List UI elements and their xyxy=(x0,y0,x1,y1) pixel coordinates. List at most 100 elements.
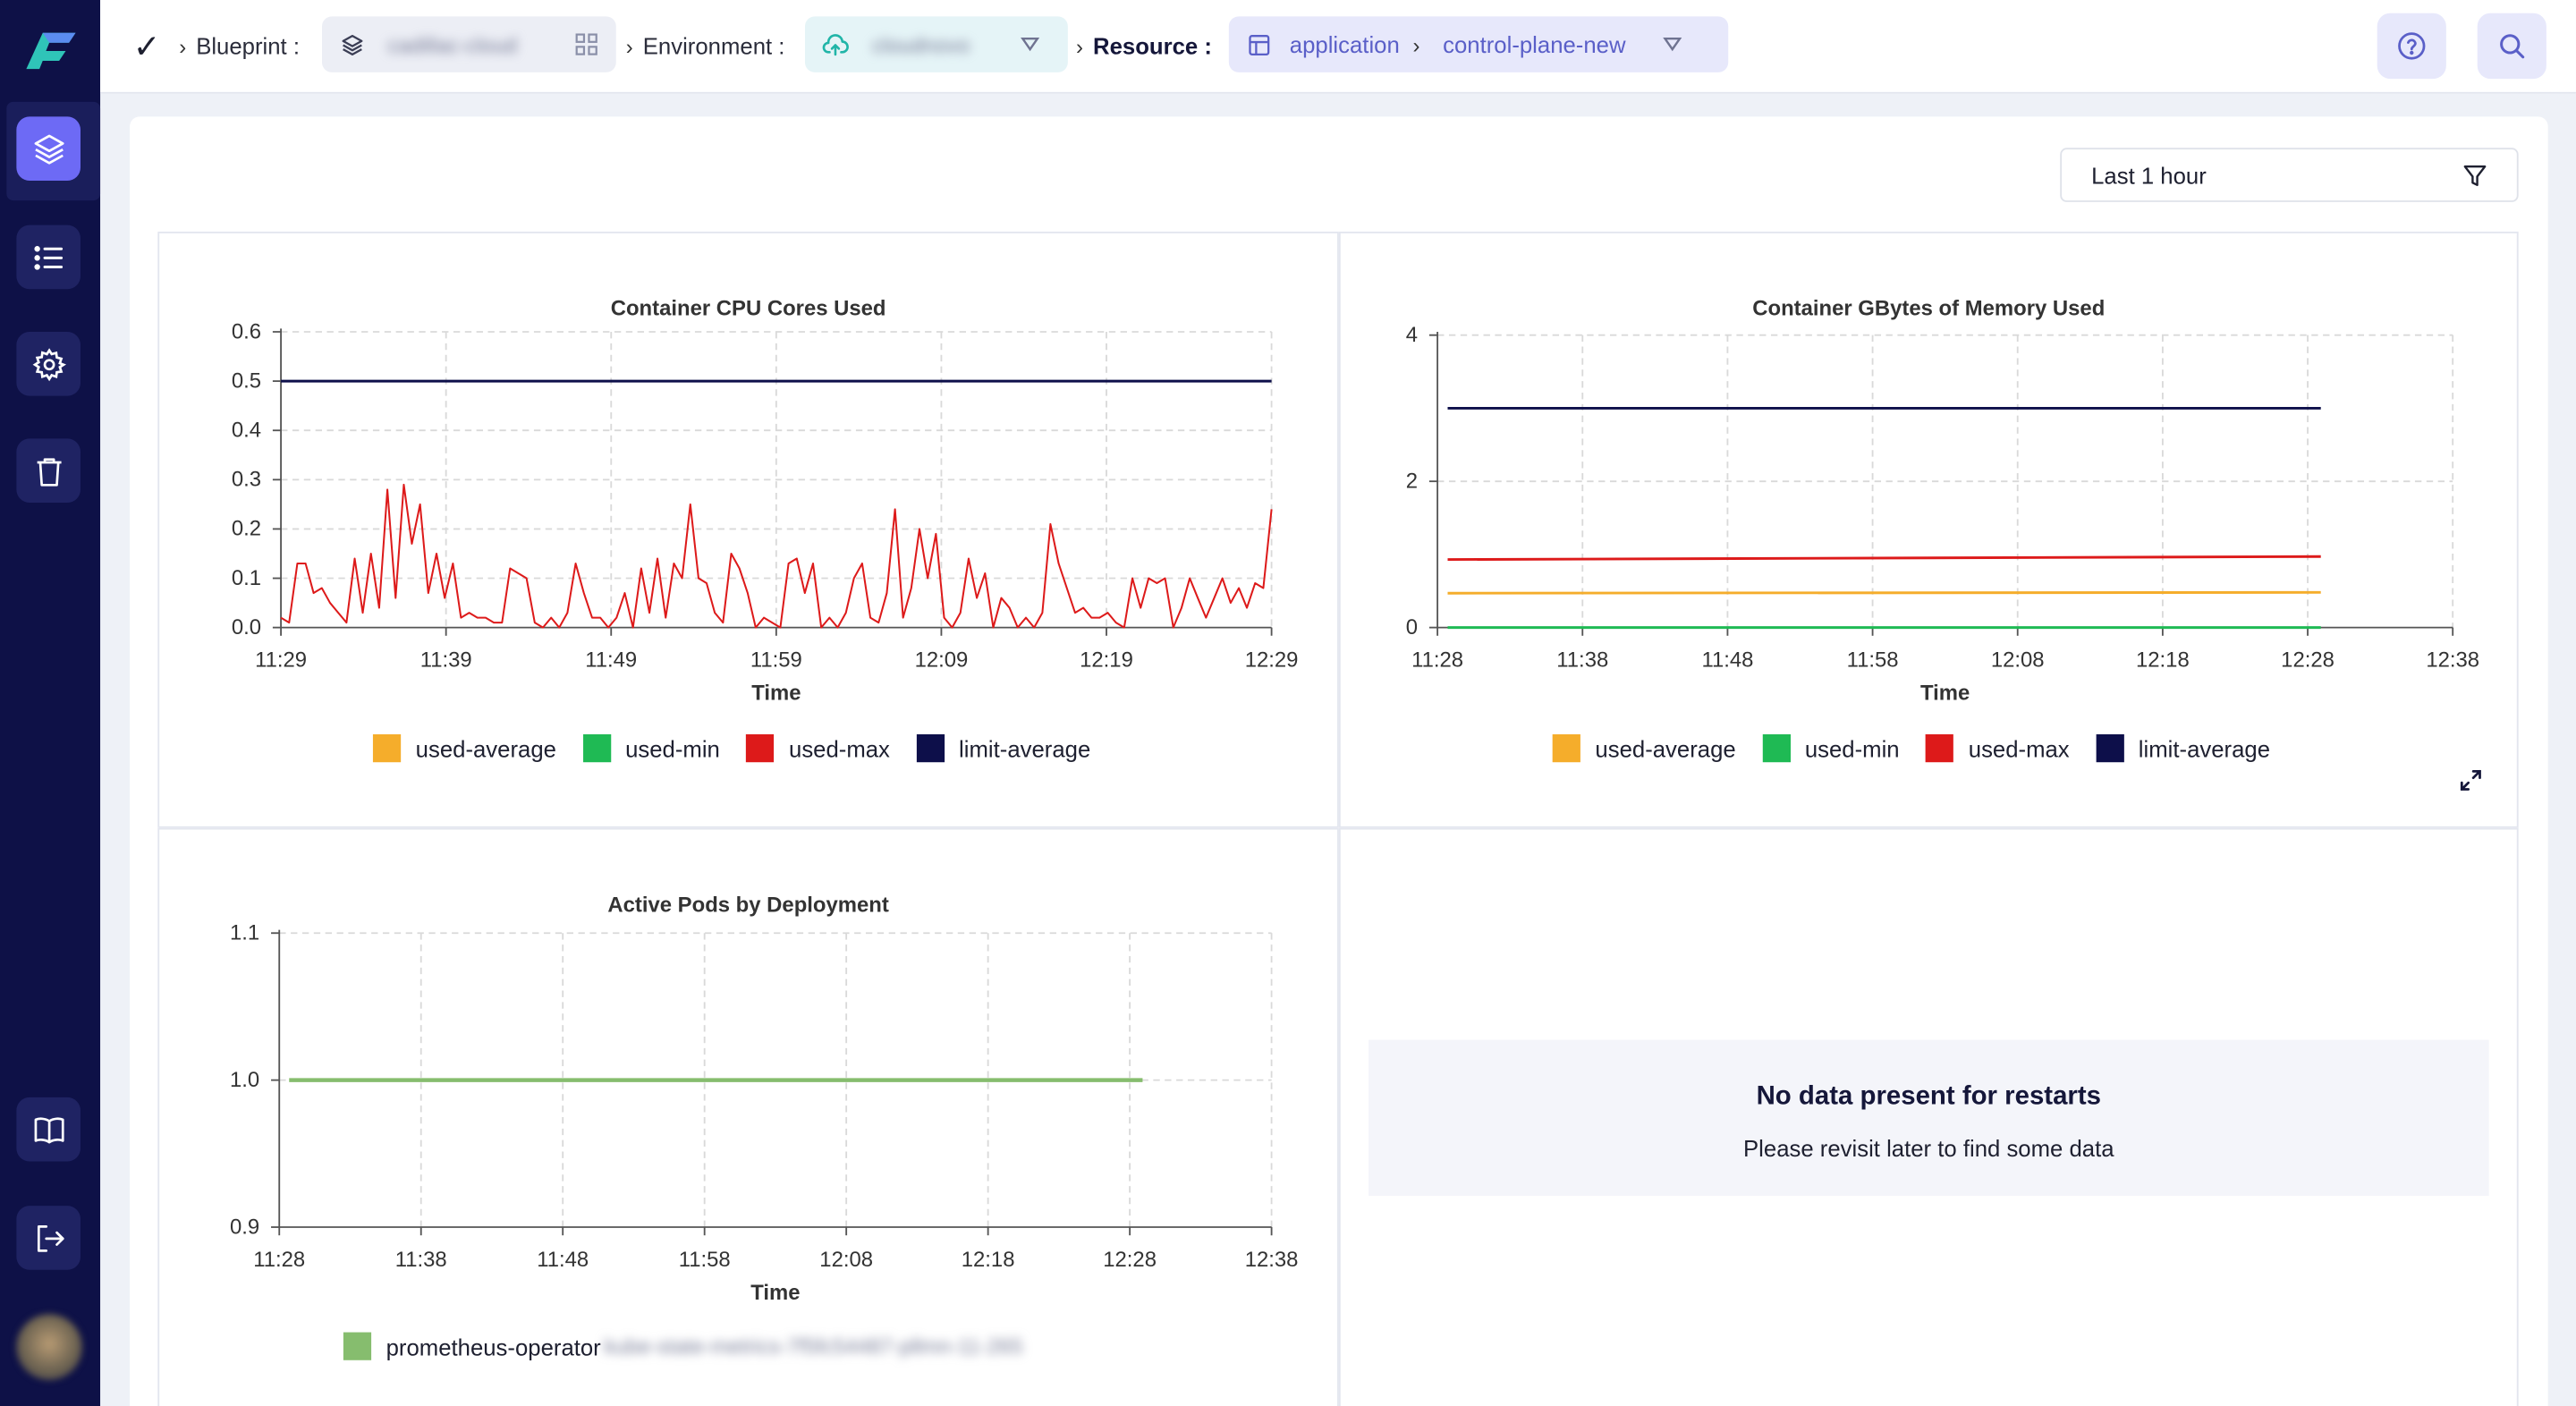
blueprint-value: cadillac-cloud xyxy=(387,31,518,57)
legend-label: used-average xyxy=(415,734,556,762)
x-tick-label: 11:38 xyxy=(395,1248,447,1272)
environment-value: cloudnovo xyxy=(872,31,970,57)
grid-icon[interactable] xyxy=(575,33,598,56)
time-range-filter[interactable]: Last 1 hour xyxy=(2060,148,2519,202)
resource-selector[interactable]: application › control-plane-new xyxy=(1228,16,1729,72)
main-content: Last 1 hour Container CPU Cores Used 0.0… xyxy=(130,116,2548,1406)
y-tick-label: 0.9 xyxy=(230,1215,259,1239)
y-tick-label: 2 xyxy=(1406,469,1418,493)
y-tick-label: 1.0 xyxy=(230,1068,259,1092)
x-tick-label: 12:28 xyxy=(2281,648,2334,673)
cpu-legend: used-average used-min used-max limit-ave… xyxy=(372,734,1117,763)
legend-swatch xyxy=(1552,734,1580,763)
legend-swatch xyxy=(1926,734,1954,763)
x-tick-label: 12:28 xyxy=(1103,1248,1157,1272)
search-icon xyxy=(2500,34,2525,59)
y-tick-label: 0.3 xyxy=(232,468,261,492)
pods-legend: prometheus-operator kube-state-metrics-7f… xyxy=(343,1332,1049,1360)
trash-icon xyxy=(36,457,61,486)
y-tick-label: 0.5 xyxy=(232,368,261,393)
x-tick-label: 12:08 xyxy=(1991,648,2045,673)
legend-label: prometheus-operator xyxy=(386,1333,601,1359)
legend-used-min[interactable]: used-min xyxy=(582,734,720,763)
help-button[interactable] xyxy=(2377,13,2446,80)
legend-used-min[interactable]: used-min xyxy=(1762,734,1900,763)
resource-name[interactable]: control-plane-new xyxy=(1443,30,1626,58)
legend-label: limit-average xyxy=(959,734,1091,762)
cpu-chart-panel: Container CPU Cores Used 0.0 0.1 0.2 0.3 0.4… xyxy=(157,231,1339,828)
logout-icon xyxy=(37,1224,64,1251)
memory-legend: used-average used-min used-max limit-ave… xyxy=(1552,734,2297,763)
y-tick-label: 0.6 xyxy=(232,319,261,343)
blueprint-selector[interactable]: cadillac-cloud xyxy=(321,16,616,72)
nav-blueprints-button[interactable] xyxy=(16,116,80,182)
y-tick-label: 4 xyxy=(1406,323,1418,347)
nodata-subtitle: Please revisit later to find some data xyxy=(1743,1135,2114,1162)
legend-limit-average[interactable]: limit-average xyxy=(916,734,1091,763)
memory-chart-panel: Container GBytes of Memory Used 0 2 4 11:28… xyxy=(1338,231,2519,828)
cloud-upload-icon xyxy=(822,33,849,55)
legend-used-max[interactable]: used-max xyxy=(1926,734,2070,763)
nav-trash-button[interactable] xyxy=(16,438,80,504)
y-tick-label: 0.2 xyxy=(232,517,261,541)
legend-swatch xyxy=(916,734,945,763)
layers-icon xyxy=(342,34,363,55)
nav-settings-button[interactable] xyxy=(16,332,80,396)
nav-list-button[interactable] xyxy=(16,224,80,290)
chevron-right-icon: › xyxy=(179,33,187,59)
check-icon: ✓ xyxy=(132,29,161,65)
y-tick-label: 0.1 xyxy=(232,566,261,590)
legend-swatch xyxy=(343,1332,372,1360)
nav-logout-button[interactable] xyxy=(16,1206,80,1270)
series-line-used-average xyxy=(1447,590,2321,595)
chevron-right-icon: › xyxy=(1412,31,1420,57)
time-range-label: Last 1 hour xyxy=(2091,161,2207,189)
y-tick-label: 1.1 xyxy=(230,921,259,945)
cpu-chart-title: Container CPU Cores Used xyxy=(610,295,886,321)
nodata-card: No data present for restarts Please revi… xyxy=(1368,1039,2489,1197)
x-tick-label: 11:59 xyxy=(750,648,802,673)
resource-type[interactable]: application xyxy=(1289,30,1400,58)
x-axis-label: Time xyxy=(750,1281,800,1305)
legend-limit-average[interactable]: limit-average xyxy=(2096,734,2270,763)
x-tick-label: 12:19 xyxy=(1080,648,1133,673)
legend-label: used-average xyxy=(1595,734,1736,762)
x-tick-label: 11:58 xyxy=(1847,648,1899,673)
x-tick-label: 12:09 xyxy=(915,648,969,673)
x-tick-label: 12:18 xyxy=(962,1248,1015,1272)
header: ✓ › Blueprint : cadillac-cloud › Environ… xyxy=(100,0,2576,94)
legend-label-blurred: kube-state-metrics-7f5fc54487-pllmn-11-2… xyxy=(604,1334,1023,1359)
list-icon xyxy=(33,245,63,269)
memory-chart: 0 2 4 11:28 11:38 11:48 11:58 12:08 12:18 12:28 12… xyxy=(1406,323,2479,705)
y-tick-label: 0 xyxy=(1406,615,1418,639)
legend-prometheus-operator[interactable]: prometheus-operator kube-state-metrics-7f… xyxy=(343,1332,1023,1360)
search-button[interactable] xyxy=(2477,13,2546,80)
x-tick-label: 12:08 xyxy=(819,1248,873,1272)
x-axis-label: Time xyxy=(1920,681,1970,705)
legend-used-average[interactable]: used-average xyxy=(372,734,556,763)
chevron-right-icon: › xyxy=(625,33,633,59)
pods-chart-panel: Active Pods by Deployment 0.9 1.0 1.1 11:28… xyxy=(157,827,1339,1406)
app-logo[interactable] xyxy=(23,26,79,72)
nodata-title: No data present for restarts xyxy=(1756,1082,2101,1111)
legend-used-average[interactable]: used-average xyxy=(1552,734,1736,763)
expand-icon[interactable] xyxy=(2460,769,2483,792)
x-tick-label: 12:18 xyxy=(2136,648,2190,673)
breadcrumb-blueprint: › Blueprint : xyxy=(179,0,300,92)
nav-docs-button[interactable] xyxy=(16,1097,80,1162)
restarts-panel: No data present for restarts Please revi… xyxy=(1338,827,2519,1406)
chevron-down-icon xyxy=(1021,37,1040,52)
avatar[interactable] xyxy=(16,1314,82,1380)
filter-icon xyxy=(2463,165,2487,187)
book-icon xyxy=(33,1116,64,1143)
legend-swatch xyxy=(2096,734,2124,763)
legend-used-max[interactable]: used-max xyxy=(746,734,890,763)
x-tick-label: 11:28 xyxy=(1411,648,1463,673)
legend-label: used-max xyxy=(789,734,890,762)
x-tick-label: 11:48 xyxy=(537,1248,589,1272)
legend-swatch xyxy=(746,734,775,763)
x-axis-label: Time xyxy=(751,681,801,705)
x-tick-label: 11:28 xyxy=(253,1248,305,1272)
x-tick-label: 11:38 xyxy=(1556,648,1608,673)
environment-selector[interactable]: cloudnovo xyxy=(804,16,1068,72)
